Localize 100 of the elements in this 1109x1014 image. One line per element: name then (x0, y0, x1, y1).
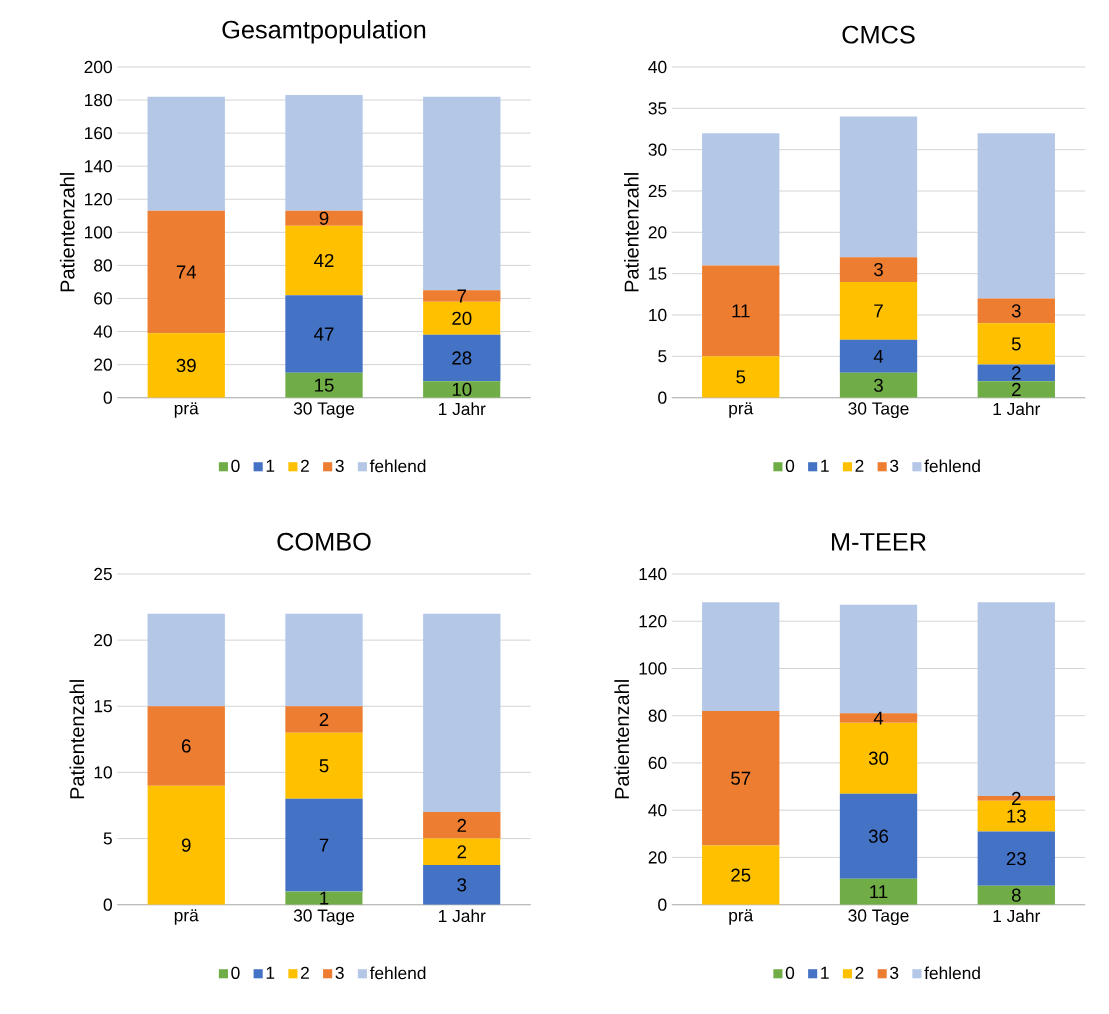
y-tick-label: 0 (103, 898, 112, 911)
data-label: 2 (457, 818, 467, 832)
bar (702, 265, 780, 357)
bar (285, 613, 363, 707)
x-tick-label: 1 Jahr (439, 909, 486, 923)
y-tick-label: 100 (639, 662, 667, 675)
data-label: 57 (731, 771, 751, 785)
y-tick-label: 160 (85, 126, 112, 140)
data-label: 11 (870, 885, 888, 899)
y-tick-label: 30 (648, 143, 667, 156)
data-label: 2 (1012, 382, 1021, 396)
bar (977, 885, 1055, 905)
data-label: 1 (320, 891, 329, 905)
x-tick-label: prä (729, 402, 754, 418)
bar (839, 281, 918, 340)
y-tick-label: 60 (94, 292, 112, 305)
bar (285, 95, 363, 211)
data-label: 9 (181, 838, 191, 852)
y-tick-label: 35 (648, 102, 667, 115)
bar (423, 812, 501, 839)
y-tick-label: 200 (84, 60, 112, 74)
bar (702, 845, 780, 905)
data-label: 2 (319, 712, 329, 727)
y-tick-label: 80 (94, 259, 112, 272)
bar (147, 333, 225, 398)
data-label: 3 (874, 378, 883, 392)
y-tick-label: 80 (648, 709, 667, 722)
x-tick-label: 1 Jahr (993, 402, 1041, 416)
y-tick-label: 140 (639, 567, 667, 581)
bar (423, 96, 501, 291)
data-label: 5 (319, 759, 329, 773)
data-label: 2 (1012, 366, 1021, 380)
x-tick-label: prä (729, 909, 754, 925)
y-tick-label: 140 (85, 160, 112, 173)
y-tick-label: 0 (658, 898, 667, 911)
bar (977, 323, 1055, 365)
x-tick-label: 30 Tage (293, 402, 355, 419)
bar (423, 381, 501, 398)
data-label: 5 (736, 370, 746, 384)
x-tick-label: 30 Tage (848, 402, 909, 419)
bar (839, 793, 918, 879)
y-tick-label: 15 (649, 267, 667, 280)
bar (977, 133, 1055, 299)
bar (839, 372, 918, 398)
legend-label: 2 (301, 459, 309, 472)
legend-label: 3 (335, 459, 344, 472)
data-label: 15 (315, 378, 334, 392)
bar (423, 838, 501, 865)
y-tick-label: 20 (94, 633, 112, 647)
bar (147, 785, 225, 905)
legend-label: 0 (231, 459, 240, 472)
bar (702, 602, 780, 711)
bar (147, 96, 225, 211)
chart-title: Gesamtpopulation (222, 20, 426, 44)
y-tick-label: 180 (85, 93, 112, 107)
legend-label: 1 (266, 966, 275, 979)
legend-label: fehlend (924, 459, 980, 473)
data-label: 9 (319, 211, 329, 225)
bar (702, 133, 780, 266)
y-axis-title: Patientenzahl (69, 680, 85, 799)
data-label: 2 (457, 845, 467, 859)
y-tick-label: 120 (85, 193, 112, 206)
legend-label: 2 (301, 966, 309, 979)
x-tick-label: prä (174, 402, 199, 418)
bar (977, 381, 1055, 398)
bar (285, 225, 363, 296)
data-label: 5 (1011, 337, 1021, 351)
data-label: 13 (1007, 809, 1026, 823)
data-label: 23 (1006, 851, 1026, 866)
bar (423, 864, 501, 905)
bar (839, 878, 918, 905)
bar (423, 301, 501, 335)
bar (977, 364, 1055, 382)
legend-label: 1 (266, 459, 275, 472)
bar (977, 831, 1055, 886)
y-tick-label: 15 (94, 700, 112, 713)
legend-label: 2 (855, 966, 864, 979)
data-label: 4 (873, 349, 884, 363)
y-tick-label: 0 (658, 391, 667, 404)
data-label: 7 (874, 304, 883, 318)
data-label: 28 (452, 351, 472, 365)
bar (147, 613, 225, 707)
bar (285, 372, 363, 398)
bar (702, 710, 780, 846)
legend-label: 0 (785, 459, 795, 472)
legend-label: 2 (855, 459, 864, 472)
data-label: 3 (1011, 304, 1021, 318)
y-tick-label: 5 (103, 832, 112, 845)
y-axis-title: Patientenzahl (624, 173, 639, 292)
data-label: 20 (452, 311, 472, 325)
y-tick-label: 40 (648, 60, 667, 74)
data-label: 6 (181, 739, 191, 753)
legend-label: fehlend (369, 966, 426, 980)
bar (839, 116, 918, 258)
y-tick-label: 20 (648, 851, 667, 864)
legend-label: fehlend (924, 966, 980, 980)
bar (423, 613, 501, 813)
y-tick-label: 25 (94, 567, 112, 581)
bar (285, 798, 363, 892)
data-label: 47 (314, 327, 334, 341)
